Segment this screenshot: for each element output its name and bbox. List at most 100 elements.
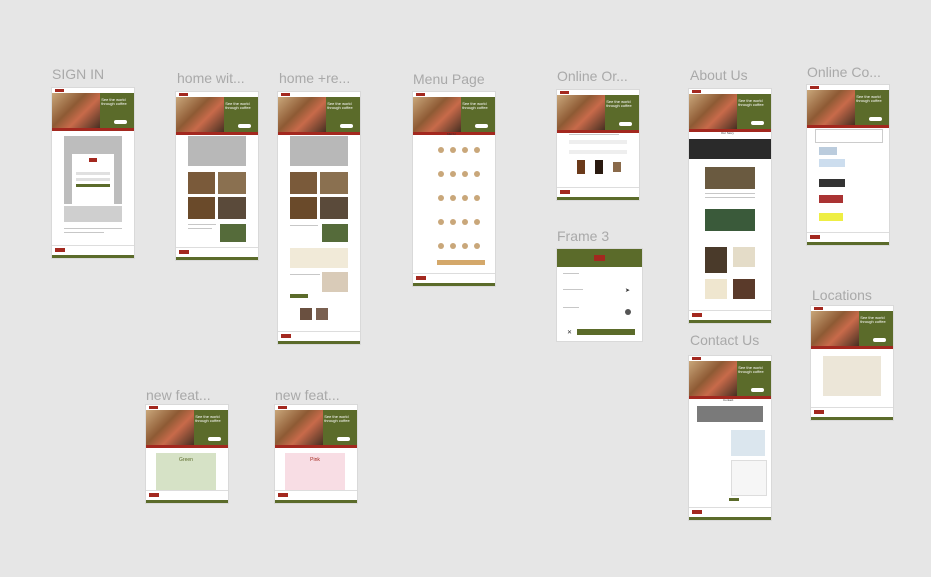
nav-bar — [278, 92, 360, 97]
frame-3[interactable]: ➤ ✕ — [557, 249, 642, 341]
pink-card[interactable]: Pink — [285, 453, 345, 491]
frame-home-re[interactable]: See the world through coffee — [278, 92, 360, 344]
footer — [52, 245, 134, 258]
hero-banner: See the world through coffee — [689, 94, 771, 132]
drink-photo — [613, 162, 621, 172]
hero-stripe — [275, 445, 357, 448]
frame-menu[interactable]: See the world through coffee MENU — [413, 92, 495, 286]
frame-label-new-feat-2[interactable]: new feat... — [275, 387, 340, 403]
location-icon[interactable] — [625, 309, 631, 315]
send-icon[interactable]: ➤ — [625, 288, 631, 294]
green-card[interactable]: Green — [156, 453, 216, 491]
email-field[interactable] — [76, 172, 110, 175]
hero-stripe — [689, 129, 771, 132]
frame-sign-in[interactable]: See the world through coffee — [52, 88, 134, 258]
frame-label-contact[interactable]: Contact Us — [690, 332, 760, 348]
hero-button[interactable] — [475, 123, 489, 129]
hero-stripe — [146, 445, 228, 448]
footer — [689, 310, 771, 323]
story-photo — [705, 247, 727, 273]
text-line — [563, 273, 579, 274]
text-line — [64, 228, 122, 229]
hero-button[interactable] — [869, 116, 883, 122]
story-photo — [733, 279, 755, 299]
submit-button[interactable] — [729, 498, 739, 501]
team-photo — [316, 308, 328, 320]
cta-button[interactable] — [290, 294, 308, 298]
frame-new-feat-pink[interactable]: See the world through coffee Pink — [275, 405, 357, 503]
sign-in-logo — [89, 158, 97, 162]
frame-label-locations[interactable]: Locations — [812, 287, 872, 303]
logo — [416, 93, 425, 96]
logo — [692, 90, 701, 93]
hero-photo — [807, 90, 855, 128]
hero-stripe — [278, 132, 360, 135]
hero-button[interactable] — [619, 121, 633, 127]
footer — [146, 490, 228, 503]
hero-stripe — [689, 396, 771, 399]
community-photo — [290, 136, 348, 166]
order-field[interactable] — [569, 140, 627, 144]
footer — [807, 232, 889, 245]
text-line — [188, 224, 216, 225]
close-icon[interactable]: ✕ — [567, 330, 573, 336]
text-line — [569, 134, 619, 135]
line-item[interactable] — [819, 179, 845, 187]
frame-label-home-re[interactable]: home +re... — [279, 70, 351, 86]
frame-label-frame3[interactable]: Frame 3 — [557, 228, 610, 244]
line-item[interactable] — [819, 195, 843, 203]
frame-online-co[interactable]: See the world through coffee — [807, 85, 889, 245]
hero-button[interactable] — [238, 123, 252, 129]
gallery-photo — [290, 197, 317, 219]
frame-about[interactable]: See the world through coffee Our Story — [689, 89, 771, 323]
hero-button[interactable] — [751, 120, 765, 126]
footer — [811, 407, 893, 420]
frame-label-new-feat-1[interactable]: new feat... — [146, 387, 211, 403]
frame-label-online-co[interactable]: Online Co... — [807, 64, 881, 80]
menu-items — [437, 147, 485, 265]
hero-button[interactable] — [208, 436, 222, 442]
hero-button[interactable] — [114, 119, 128, 125]
hero-tagline: See the world through coffee — [195, 413, 221, 423]
frame-contact[interactable]: See the world through coffee Contact — [689, 356, 771, 520]
line-item[interactable] — [819, 159, 845, 167]
hero-button[interactable] — [751, 387, 765, 393]
frame-label-menu[interactable]: Menu Page — [413, 71, 485, 87]
footer — [413, 273, 495, 286]
line-item[interactable] — [819, 213, 843, 221]
hero-photo — [275, 410, 323, 448]
order-field[interactable] — [569, 150, 627, 154]
nav-bar — [689, 356, 771, 361]
password-field[interactable] — [76, 178, 110, 181]
frame-online-order[interactable]: See the world through coffee — [557, 90, 639, 200]
gallery-photo — [320, 172, 348, 194]
text-line — [64, 232, 104, 233]
nav-bar — [807, 85, 889, 90]
nav-bar — [275, 405, 357, 410]
confirm-button[interactable] — [577, 329, 635, 335]
line-item[interactable] — [819, 147, 837, 155]
frame-label-home-with[interactable]: home wit... — [177, 70, 245, 86]
hero-button[interactable] — [873, 337, 887, 343]
frame-home-with[interactable]: See the world through coffee — [176, 92, 258, 260]
nav-bar — [52, 88, 134, 93]
hero-tagline: See the world through coffee — [462, 100, 488, 110]
frame-label-online-order[interactable]: Online Or... — [557, 68, 628, 84]
frame-new-feat-green[interactable]: See the world through coffee Green — [146, 405, 228, 503]
cong-caphe-sign — [689, 139, 771, 159]
nav-bar — [557, 90, 639, 95]
hero-banner: See the world through coffee — [807, 90, 889, 128]
frame-locations[interactable]: See the world through coffee — [811, 306, 893, 420]
hero-button[interactable] — [340, 123, 354, 129]
frame-label-about[interactable]: About Us — [690, 67, 748, 83]
hero-tagline: See the world through coffee — [606, 98, 632, 108]
hero-button[interactable] — [337, 436, 351, 442]
footer — [689, 507, 771, 520]
sign-in-button[interactable] — [76, 184, 110, 187]
locations-map[interactable] — [823, 356, 881, 396]
map[interactable] — [731, 430, 765, 456]
hero-stripe — [176, 132, 258, 135]
text-line — [290, 225, 318, 226]
frame-label-sign-in[interactable]: SIGN IN — [52, 66, 105, 82]
contact-form[interactable] — [731, 460, 767, 496]
